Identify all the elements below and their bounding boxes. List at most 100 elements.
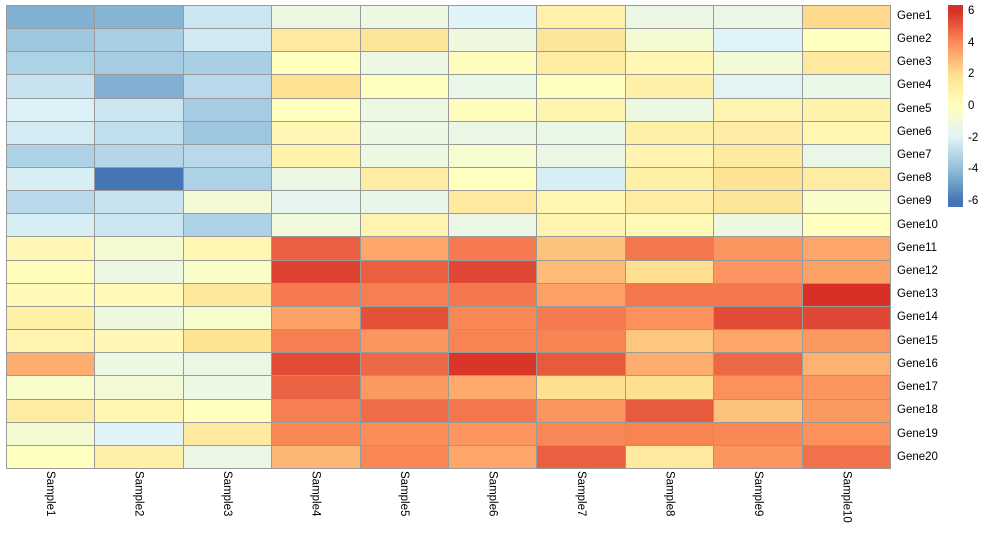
heatmap-cell xyxy=(95,237,183,260)
heatmap-cell xyxy=(714,353,802,376)
heatmap-cell xyxy=(625,306,714,330)
heatmap-cell xyxy=(360,144,448,168)
column-label: Sample4 xyxy=(309,471,322,517)
heatmap-cell xyxy=(802,422,890,445)
heatmap-cell xyxy=(360,260,448,283)
heatmap-cell xyxy=(7,353,95,376)
column-label: Sample7 xyxy=(574,471,587,517)
heatmap-cell xyxy=(7,214,95,237)
heatmap-cell xyxy=(537,6,625,29)
row-label: Gene15 xyxy=(897,334,938,347)
heatmap-cell xyxy=(449,214,537,237)
heatmap-grid xyxy=(6,5,891,469)
heatmap-cell xyxy=(802,29,890,52)
heatmap-cell xyxy=(272,283,360,306)
heatmap-cell xyxy=(537,121,625,144)
heatmap-cell xyxy=(272,29,360,52)
heatmap-cell xyxy=(183,29,272,52)
heatmap-cell xyxy=(449,6,537,29)
column-label: Sample9 xyxy=(751,471,764,517)
row-label: Gene5 xyxy=(897,102,932,115)
heatmap-cell xyxy=(802,399,890,422)
heatmap-cell xyxy=(183,121,272,144)
heatmap-cell xyxy=(7,121,95,144)
legend-tick-label: 2 xyxy=(968,68,975,81)
row-label: Gene1 xyxy=(897,9,932,22)
heatmap-cell xyxy=(714,399,802,422)
heatmap-cell xyxy=(449,98,537,121)
column-label: Sample2 xyxy=(132,471,145,517)
heatmap-cell xyxy=(7,29,95,52)
heatmap-cell xyxy=(714,168,802,191)
heatmap-cell xyxy=(183,6,272,29)
legend-tick-label: -2 xyxy=(968,131,979,144)
heatmap-cell xyxy=(95,144,183,168)
heatmap-cell xyxy=(7,52,95,75)
heatmap-cell xyxy=(95,283,183,306)
heatmap-cell xyxy=(7,283,95,306)
heatmap-cell xyxy=(95,168,183,191)
heatmap-cell xyxy=(802,237,890,260)
heatmap-cell xyxy=(714,6,802,29)
heatmap-cell xyxy=(183,144,272,168)
heatmap-cell xyxy=(7,168,95,191)
heatmap-cell xyxy=(537,445,625,468)
row-label: Gene7 xyxy=(897,149,932,162)
heatmap-cell xyxy=(183,168,272,191)
heatmap-cell xyxy=(183,214,272,237)
heatmap-cell xyxy=(449,168,537,191)
heatmap-cell xyxy=(802,75,890,98)
heatmap-cell xyxy=(802,98,890,121)
heatmap-cell xyxy=(625,376,714,399)
heatmap-cell xyxy=(537,260,625,283)
heatmap-cell xyxy=(7,260,95,283)
heatmap-cell xyxy=(802,144,890,168)
heatmap-cell xyxy=(183,52,272,75)
heatmap-cell xyxy=(714,214,802,237)
heatmap-cell xyxy=(714,52,802,75)
heatmap-cell xyxy=(272,214,360,237)
heatmap-cell xyxy=(272,191,360,214)
row-label: Gene6 xyxy=(897,125,932,138)
heatmap-cell xyxy=(714,330,802,353)
row-label: Gene14 xyxy=(897,311,938,324)
heatmap-cell xyxy=(537,399,625,422)
heatmap-cell xyxy=(360,6,448,29)
heatmap-cell xyxy=(802,376,890,399)
column-labels: Sample1 Sample2 Sample3 Sample4 Sample5 Sampl… xyxy=(6,471,891,535)
row-label: Gene10 xyxy=(897,218,938,231)
row-label: Gene20 xyxy=(897,450,938,463)
heatmap-cell xyxy=(625,98,714,121)
heatmap-cell xyxy=(183,445,272,468)
heatmap-cell xyxy=(802,353,890,376)
heatmap-cell xyxy=(625,260,714,283)
heatmap-cell xyxy=(449,283,537,306)
heatmap-cell xyxy=(625,422,714,445)
heatmap-cell xyxy=(360,191,448,214)
heatmap-cell xyxy=(183,191,272,214)
heatmap-cell xyxy=(360,29,448,52)
heatmap-cell xyxy=(360,330,448,353)
heatmap-cell xyxy=(183,376,272,399)
heatmap-cell xyxy=(714,283,802,306)
heatmap-cell xyxy=(183,98,272,121)
heatmap-cell xyxy=(625,330,714,353)
heatmap-cell xyxy=(7,422,95,445)
heatmap-cell xyxy=(537,168,625,191)
heatmap-cell xyxy=(95,191,183,214)
heatmap-cell xyxy=(360,237,448,260)
row-label: Gene2 xyxy=(897,33,932,46)
heatmap-cell xyxy=(7,445,95,468)
heatmap-cell xyxy=(95,214,183,237)
heatmap-cell xyxy=(272,399,360,422)
heatmap-cell xyxy=(272,168,360,191)
heatmap-cell xyxy=(183,353,272,376)
heatmap-cell xyxy=(449,399,537,422)
heatmap-cell xyxy=(272,98,360,121)
row-label: Gene19 xyxy=(897,427,938,440)
heatmap-cell xyxy=(449,445,537,468)
heatmap-cell xyxy=(360,376,448,399)
heatmap-cell xyxy=(802,52,890,75)
heatmap-cell xyxy=(537,144,625,168)
